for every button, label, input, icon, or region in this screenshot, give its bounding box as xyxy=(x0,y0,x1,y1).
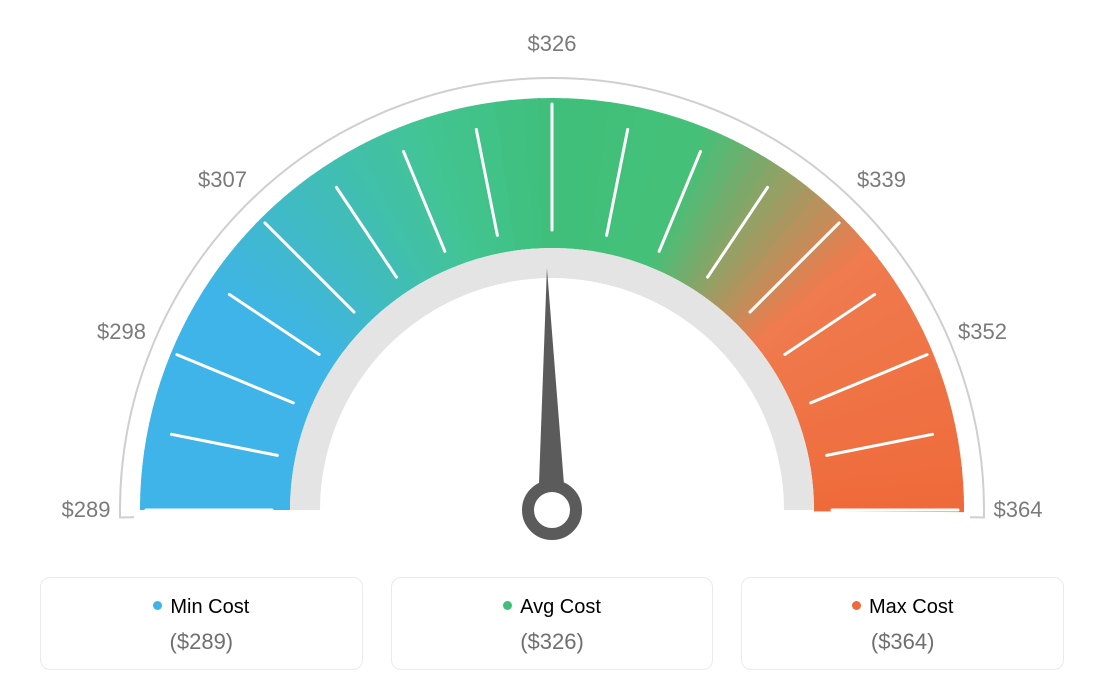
legend-row: Min Cost ($289) Avg Cost ($326) Max Cost… xyxy=(0,577,1104,670)
legend-min-title: Min Cost xyxy=(51,596,352,619)
legend-max-label: Max Cost xyxy=(869,596,953,618)
legend-card-avg: Avg Cost ($326) xyxy=(391,577,714,670)
legend-avg-title: Avg Cost xyxy=(402,596,703,619)
legend-min-value: ($289) xyxy=(51,629,352,655)
gauge-tick-label: $326 xyxy=(528,31,577,57)
legend-max-title: Max Cost xyxy=(752,596,1053,619)
legend-card-max: Max Cost ($364) xyxy=(741,577,1064,670)
dot-icon xyxy=(503,601,512,610)
gauge-tick-label: $364 xyxy=(994,497,1043,523)
legend-card-min: Min Cost ($289) xyxy=(40,577,363,670)
gauge-tick-label: $298 xyxy=(97,319,146,345)
gauge-tick-label: $352 xyxy=(958,319,1007,345)
legend-avg-value: ($326) xyxy=(402,629,703,655)
legend-avg-label: Avg Cost xyxy=(520,596,601,618)
gauge-tick-label: $307 xyxy=(198,167,247,193)
dot-icon xyxy=(153,601,162,610)
gauge-tick-label: $339 xyxy=(857,167,906,193)
dot-icon xyxy=(852,601,861,610)
gauge-tick-label: $289 xyxy=(62,497,111,523)
legend-min-label: Min Cost xyxy=(170,596,249,618)
cost-gauge-chart: $289 $298 $307 $326 $339 $352 $364 xyxy=(0,0,1104,560)
legend-max-value: ($364) xyxy=(752,629,1053,655)
gauge-svg xyxy=(0,0,1104,560)
